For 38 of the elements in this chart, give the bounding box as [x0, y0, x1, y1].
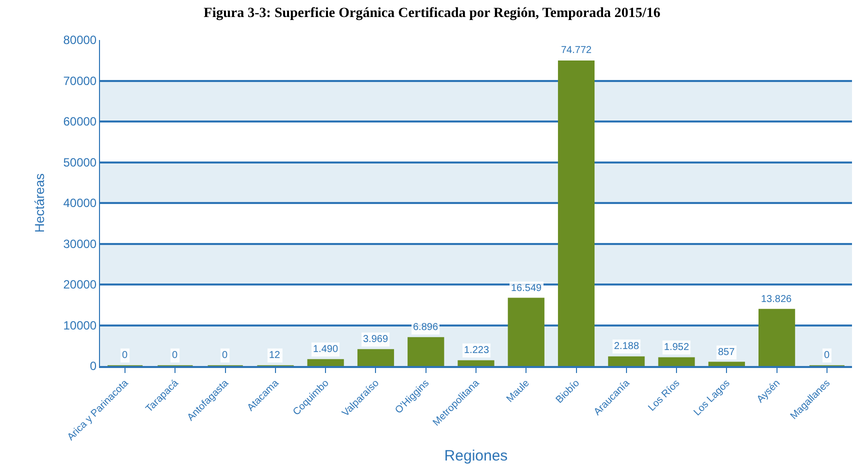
- data-label: 0: [222, 350, 228, 361]
- y-tick-label: 60000: [63, 114, 97, 129]
- bar: [658, 357, 695, 366]
- data-label: 0: [172, 350, 178, 361]
- bar: [608, 356, 645, 366]
- data-label: 1.490: [313, 344, 338, 355]
- y-tick-label: 0: [90, 359, 97, 374]
- bar: [558, 60, 595, 366]
- chart-title: Figura 3-3: Superficie Orgánica Certificada por Región, Temporada 2015/16: [204, 6, 660, 21]
- x-axis-title: Regiones: [444, 448, 508, 465]
- bar: [508, 298, 544, 366]
- data-label: 857: [718, 347, 736, 358]
- data-label: 6.896: [413, 322, 438, 333]
- y-tick-label: 70000: [63, 74, 97, 88]
- data-label: 0: [824, 350, 830, 361]
- y-tick-label: 10000: [63, 318, 97, 332]
- data-label: 3.969: [363, 334, 388, 345]
- bar: [307, 359, 344, 366]
- data-label: 2.188: [614, 341, 640, 352]
- y-tick-label: 50000: [63, 155, 97, 170]
- bar: [458, 360, 494, 366]
- data-label: 0: [122, 350, 128, 361]
- y-tick-label: 30000: [63, 236, 97, 251]
- y-axis-title: Hectáreas: [32, 172, 48, 233]
- x-tick-label: Los Ríos: [646, 378, 682, 414]
- bar: [708, 362, 745, 366]
- data-label: 12: [269, 350, 281, 361]
- bar: [357, 349, 394, 366]
- y-tick-label: 80000: [63, 33, 97, 48]
- data-label: 1.952: [664, 342, 690, 353]
- data-label: 16.549: [511, 283, 542, 294]
- bar: [408, 337, 444, 366]
- y-tick-label: 40000: [63, 196, 97, 210]
- bar: [758, 308, 796, 366]
- data-label: 74.772: [561, 45, 592, 56]
- data-label: 1.223: [464, 345, 490, 356]
- data-label: 13.826: [761, 294, 792, 305]
- y-tick-label: 20000: [63, 278, 97, 292]
